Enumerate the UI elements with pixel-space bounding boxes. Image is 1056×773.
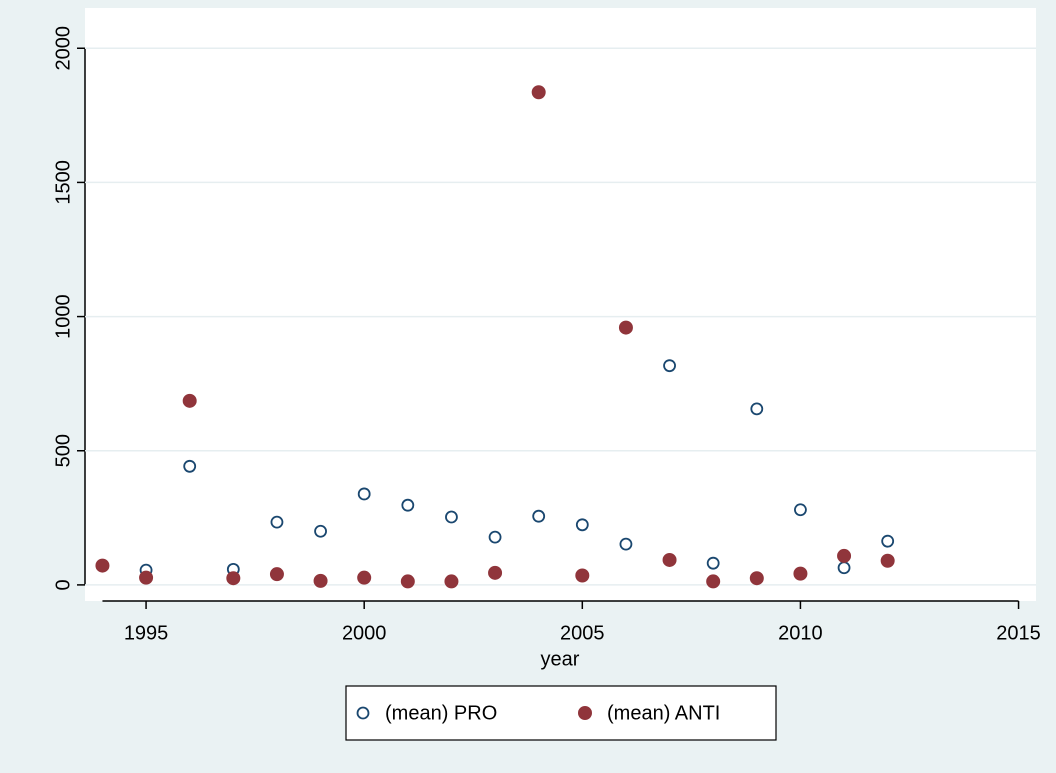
point bbox=[139, 570, 154, 585]
legend-box bbox=[345, 685, 777, 741]
point bbox=[270, 515, 284, 529]
point bbox=[575, 568, 590, 583]
point bbox=[575, 518, 589, 532]
point bbox=[488, 565, 503, 580]
y-tick-label: 500 bbox=[52, 434, 74, 467]
point bbox=[226, 571, 241, 586]
point bbox=[357, 570, 372, 585]
point bbox=[182, 393, 197, 408]
point bbox=[444, 574, 459, 589]
point bbox=[706, 556, 720, 570]
point bbox=[95, 558, 110, 573]
point bbox=[400, 574, 415, 589]
point bbox=[357, 487, 371, 501]
point bbox=[619, 537, 633, 551]
y-tick-label: 0 bbox=[52, 579, 74, 590]
legend-label: (mean) PRO bbox=[385, 702, 497, 724]
legend-marker bbox=[356, 706, 370, 720]
legend-marker bbox=[578, 706, 592, 720]
x-tick-label: 2010 bbox=[778, 622, 823, 644]
point bbox=[663, 359, 676, 373]
point bbox=[706, 574, 721, 589]
point bbox=[532, 509, 546, 523]
point bbox=[750, 402, 764, 416]
point bbox=[401, 498, 415, 512]
point bbox=[880, 553, 895, 568]
y-tick-label: 2000 bbox=[52, 26, 74, 71]
point bbox=[313, 573, 328, 588]
point bbox=[662, 552, 677, 567]
x-tick-label: 2000 bbox=[342, 622, 387, 644]
y-tick-label: 1000 bbox=[52, 294, 74, 339]
legend-label: (mean) ANTI bbox=[607, 702, 720, 724]
point bbox=[488, 530, 502, 544]
x-axis-title: year bbox=[541, 648, 580, 670]
x-tick-label: 2005 bbox=[560, 622, 605, 644]
point bbox=[837, 548, 852, 563]
plot-area bbox=[85, 8, 1036, 601]
point bbox=[618, 320, 633, 335]
point bbox=[749, 571, 764, 586]
point bbox=[183, 459, 197, 473]
point bbox=[881, 534, 895, 548]
x-tick-label: 1995 bbox=[124, 622, 169, 644]
point bbox=[269, 567, 284, 582]
point bbox=[445, 510, 458, 524]
point bbox=[531, 85, 546, 100]
point bbox=[794, 503, 807, 517]
point bbox=[314, 524, 327, 538]
point bbox=[793, 566, 808, 581]
x-tick-label: 2015 bbox=[996, 622, 1041, 644]
y-tick-label: 1500 bbox=[52, 160, 74, 205]
